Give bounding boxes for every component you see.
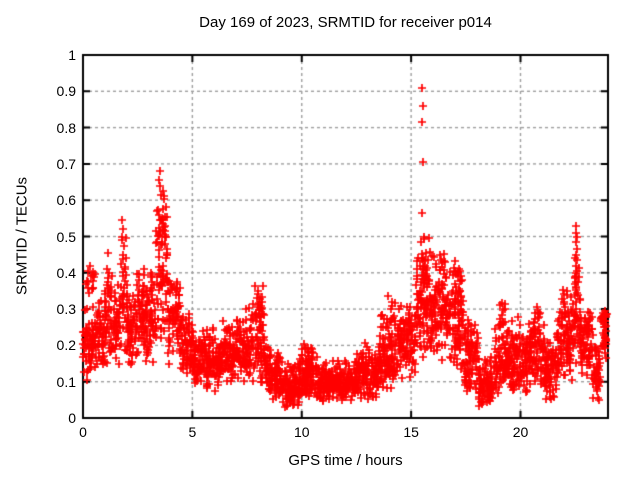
x-tick-label: 20	[512, 424, 529, 440]
y-tick-label: 0.9	[56, 83, 76, 100]
x-tick-label: 5	[188, 424, 197, 440]
y-tick-label: 0.5	[56, 228, 76, 245]
y-tick-label: 0.3	[56, 301, 76, 318]
x-tick-label: 10	[293, 424, 310, 440]
chart-title: Day 169 of 2023, SRMTID for receiver p01…	[199, 14, 492, 31]
y-tick-label: 1	[68, 47, 76, 63]
y-tick-label: 0.8	[56, 119, 76, 136]
y-tick-label: 0.4	[56, 264, 76, 281]
y-axis-label: SRMTID / TECUs	[13, 176, 31, 296]
y-tick-label: 0	[68, 410, 76, 426]
x-tick-label: 0	[79, 424, 87, 440]
y-tick-label: 0.2	[56, 337, 76, 354]
y-tick-label: 0.1	[56, 373, 76, 390]
x-tick-label: 15	[403, 424, 419, 440]
y-tick-label: 0.7	[56, 155, 76, 172]
y-tick-label: 0.6	[56, 192, 76, 209]
x-axis-label: GPS time / hours	[288, 452, 403, 469]
